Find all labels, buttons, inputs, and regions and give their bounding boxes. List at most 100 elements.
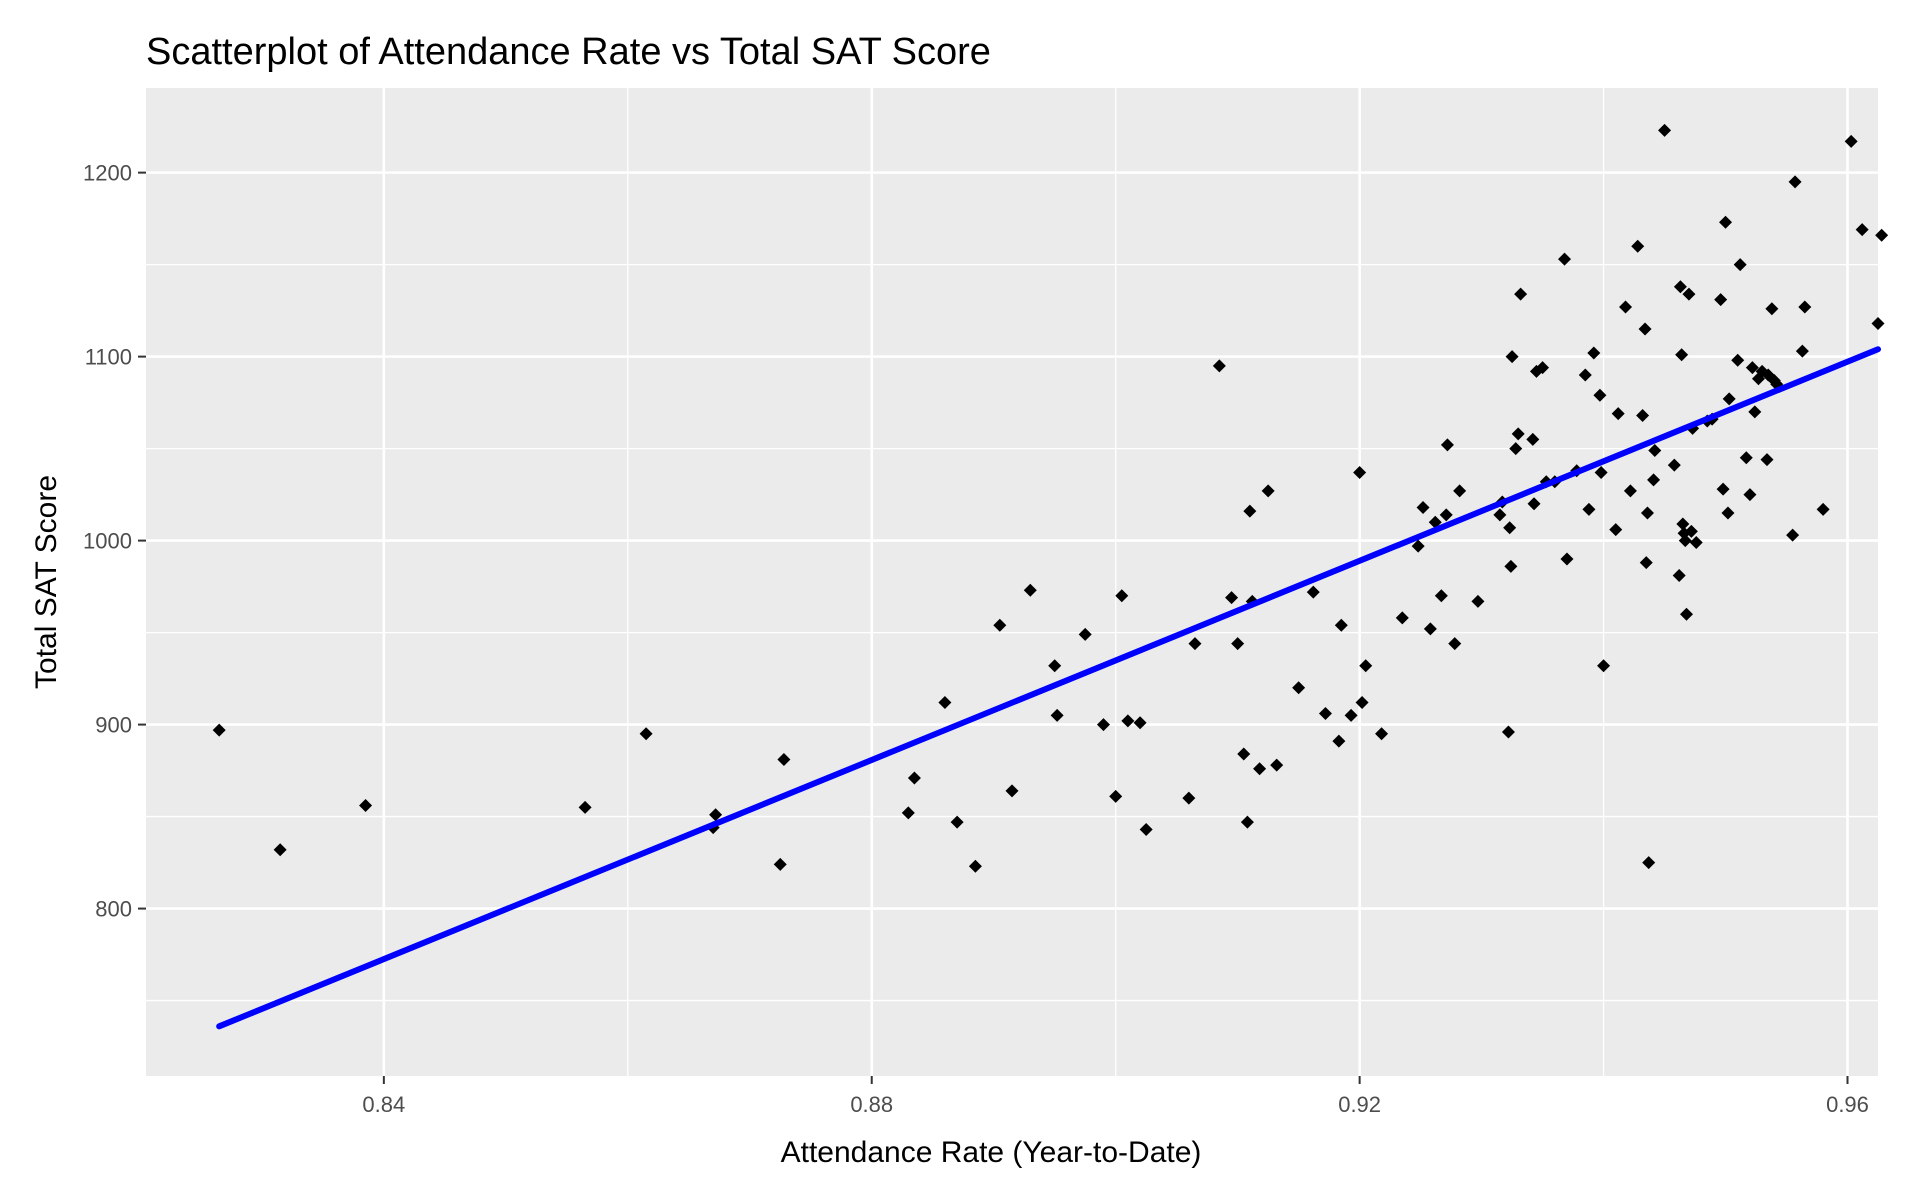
data-point	[1760, 453, 1774, 467]
data-point	[1658, 123, 1672, 137]
data-point	[1623, 484, 1637, 498]
y-axis-label: Total SAT Score	[30, 475, 63, 689]
data-point	[1505, 350, 1519, 364]
data-point	[1786, 528, 1800, 542]
data-point	[1788, 175, 1802, 189]
data-point	[1188, 637, 1202, 651]
x-tick-label: 0.88	[850, 1092, 893, 1117]
data-point	[1739, 451, 1753, 465]
data-point	[273, 843, 287, 857]
x-axis-label: Attendance Rate (Year-to-Date)	[781, 1136, 1202, 1169]
data-point	[1434, 589, 1448, 603]
data-point	[1647, 473, 1661, 487]
data-point	[1765, 302, 1779, 316]
data-point	[1471, 594, 1485, 608]
data-point	[1261, 484, 1275, 498]
data-point	[1816, 502, 1830, 516]
data-point	[1048, 659, 1062, 673]
plot-panel	[146, 88, 1878, 1076]
data-point	[901, 806, 915, 820]
data-point	[1270, 758, 1284, 772]
data-point	[1745, 361, 1759, 375]
data-point	[1453, 484, 1467, 498]
data-point	[1334, 618, 1348, 632]
grid-minor	[146, 88, 1878, 1076]
data-point	[1109, 789, 1123, 803]
x-tick-label: 0.84	[362, 1092, 405, 1117]
data-point	[1638, 322, 1652, 336]
data-point	[1493, 508, 1507, 522]
data-point	[1353, 466, 1367, 480]
data-point	[968, 859, 982, 873]
y-tick-label: 1200	[83, 161, 132, 186]
data-point	[1121, 714, 1135, 728]
data-point	[1619, 300, 1633, 314]
data-point	[1675, 348, 1689, 362]
data-point	[1225, 591, 1239, 605]
data-point	[907, 771, 921, 785]
data-point	[1594, 466, 1608, 480]
data-point	[1689, 535, 1703, 549]
data-point	[1582, 502, 1596, 516]
y-axis: 800 900 1000 1100 1200	[83, 161, 146, 922]
data-point	[1673, 280, 1687, 294]
data-point	[1672, 569, 1686, 583]
data-point	[578, 800, 592, 814]
y-tick-label: 800	[95, 897, 132, 922]
y-tick-label: 1100	[85, 345, 132, 370]
data-point	[1133, 716, 1147, 730]
data-point	[1748, 405, 1762, 419]
data-point	[1798, 300, 1812, 314]
data-point	[1587, 346, 1601, 360]
data-point	[1231, 637, 1245, 651]
data-point	[1509, 442, 1523, 456]
data-point	[1115, 589, 1129, 603]
data-point	[1005, 784, 1019, 798]
data-point	[1795, 344, 1809, 358]
data-point	[1642, 856, 1656, 870]
data-point	[1253, 762, 1267, 776]
data-point	[1514, 287, 1528, 301]
data-point	[1844, 134, 1858, 148]
data-point	[1375, 727, 1389, 741]
data-point	[212, 723, 226, 737]
data-point	[1411, 539, 1425, 553]
data-point	[1240, 815, 1254, 829]
data-point	[1631, 239, 1645, 253]
data-point	[1023, 583, 1037, 597]
data-point	[1639, 556, 1653, 570]
data-point	[773, 857, 787, 871]
data-point	[1332, 734, 1346, 748]
data-point	[1096, 718, 1110, 732]
data-point	[1722, 392, 1736, 406]
y-tick-label: 900	[95, 713, 132, 738]
data-point	[1504, 559, 1518, 573]
data-point	[1306, 585, 1320, 599]
data-point	[1182, 791, 1196, 805]
data-point	[1212, 359, 1226, 373]
y-tick-label: 1000	[83, 529, 132, 554]
data-point	[1536, 361, 1550, 375]
data-point	[359, 799, 373, 813]
data-point	[1526, 432, 1540, 446]
data-point	[1678, 534, 1692, 548]
grid-major	[146, 88, 1878, 1076]
data-point	[1237, 747, 1251, 761]
data-point	[1609, 523, 1623, 537]
data-point	[1423, 622, 1437, 636]
data-point	[1648, 443, 1662, 457]
data-point	[1684, 524, 1698, 538]
data-point	[1640, 506, 1654, 520]
data-point	[1440, 438, 1454, 452]
data-point	[1682, 287, 1696, 301]
data-point	[1243, 504, 1257, 518]
chart-title: Scatterplot of Attendance Rate vs Total …	[146, 31, 991, 73]
data-point	[1139, 822, 1153, 836]
data-point	[1503, 521, 1517, 535]
data-point	[1578, 368, 1592, 382]
data-point	[1050, 708, 1064, 722]
data-point	[1501, 725, 1515, 739]
data-point	[1716, 482, 1730, 496]
data-point	[1714, 293, 1728, 307]
